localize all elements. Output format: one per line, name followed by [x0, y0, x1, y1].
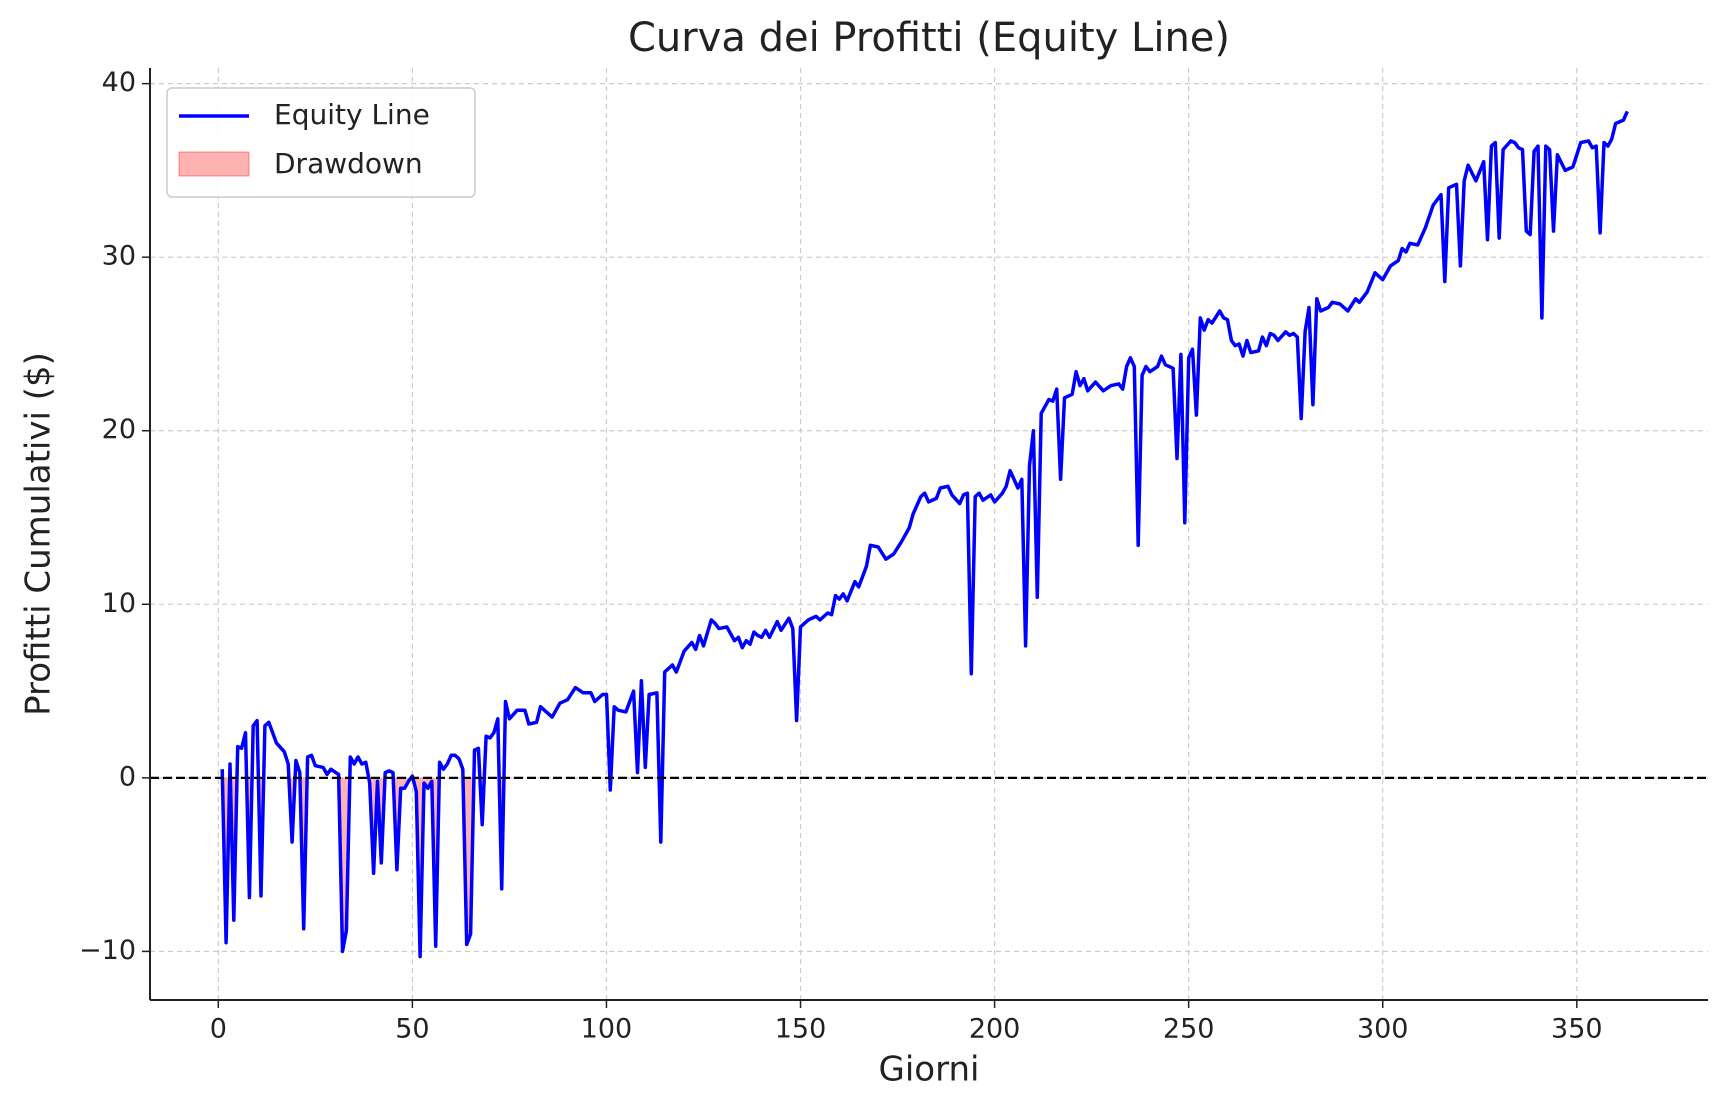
plot-area	[150, 110, 1708, 959]
x-tick-label: 50	[395, 1014, 429, 1045]
x-tick-label: 250	[1163, 1014, 1215, 1045]
chart-title: Curva dei Profitti (Equity Line)	[628, 15, 1230, 61]
x-tick-label: 200	[969, 1014, 1021, 1045]
legend: Equity Line Drawdown	[166, 87, 476, 198]
equity-line	[220, 110, 1629, 959]
y-tick-label: 10	[102, 588, 136, 619]
legend-swatch	[178, 151, 250, 177]
grid	[150, 68, 1708, 1000]
x-tick-label: 0	[210, 1014, 227, 1045]
legend-label: Equity Line	[274, 98, 430, 131]
y-tick-label: 30	[102, 241, 136, 272]
x-tick-label: 350	[1551, 1014, 1603, 1045]
y-axis-label: Profitti Cumulativi ($)	[19, 352, 59, 716]
axes: 0 50 100 150 200 250 300 350 −10 0 10 20 30 40	[79, 67, 1708, 1045]
x-tick-label: 300	[1357, 1014, 1409, 1045]
x-axis-label: Giorni	[879, 1050, 980, 1090]
x-tick-label: 150	[775, 1014, 827, 1045]
x-tick-label: 100	[581, 1014, 633, 1045]
y-tick-label: 0	[119, 761, 136, 792]
y-tick-label: −10	[79, 935, 136, 966]
y-tick-label: 40	[102, 67, 136, 98]
legend-label: Drawdown	[274, 147, 423, 180]
y-tick-label: 20	[102, 414, 136, 445]
